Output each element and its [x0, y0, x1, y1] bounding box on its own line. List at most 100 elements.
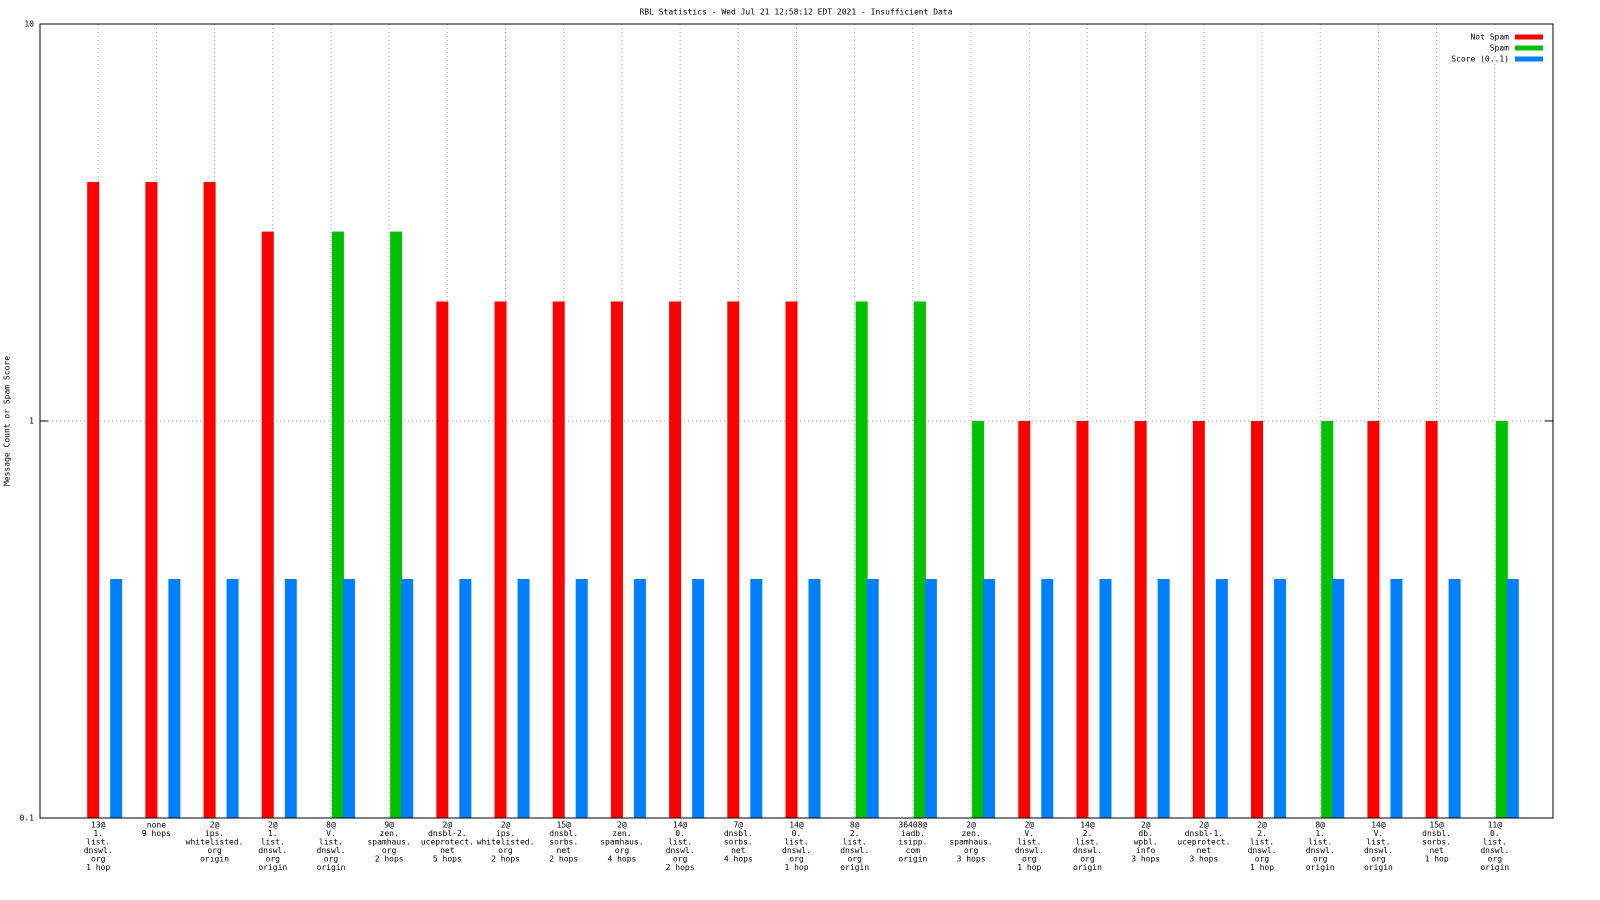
x-tick-label: none — [147, 821, 166, 830]
x-tick-label: dnswl. — [782, 846, 811, 855]
x-tick-label: 4 hops — [607, 855, 636, 864]
x-tick-label: list. — [784, 838, 808, 847]
x-tick-label: dnsbl. — [549, 829, 578, 838]
x-tick-label: org — [673, 855, 688, 864]
bar — [785, 301, 798, 818]
bar — [110, 578, 123, 818]
x-tick-label: origin — [1306, 863, 1335, 872]
x-tick-label: 2@ — [1257, 821, 1267, 830]
x-tick-label: 2@ — [443, 821, 453, 830]
x-tick-label: ips. — [496, 829, 515, 838]
bar — [552, 301, 565, 818]
x-tick-label: org — [324, 855, 339, 864]
x-tick-label: origin — [1073, 863, 1102, 872]
x-tick-label: origin — [898, 855, 927, 864]
bar — [1448, 578, 1461, 818]
bar — [331, 231, 344, 818]
x-tick-label: origin — [258, 863, 287, 872]
x-tick-label: dnsbl-1. — [1185, 829, 1224, 838]
x-tick-label: dnsbl. — [1422, 829, 1451, 838]
x-tick-label: wpbl. — [1134, 838, 1158, 847]
x-tick-label: net — [440, 846, 455, 855]
x-tick-label: org — [91, 855, 106, 864]
x-tick-label: 8@ — [326, 821, 336, 830]
x-tick-label: 1 hop — [1017, 863, 1041, 872]
x-tick-label: org — [1022, 855, 1037, 864]
bar — [866, 578, 879, 818]
x-tick-label: 13@ — [91, 821, 106, 830]
y-tick-label: 0.1 — [20, 814, 35, 823]
x-tick-label: 1 hop — [1250, 863, 1274, 872]
bar — [226, 578, 239, 818]
bar — [1321, 421, 1334, 818]
x-tick-label: dnswl. — [840, 846, 869, 855]
x-tick-label: 36408@ — [898, 821, 927, 830]
x-tick-label: origin — [1480, 863, 1509, 872]
x-tick-label: list. — [1366, 838, 1390, 847]
x-tick-label: org — [1313, 855, 1328, 864]
bar — [87, 181, 100, 818]
x-tick-label: 9@ — [384, 821, 394, 830]
x-tick-label: dnswl. — [317, 846, 346, 855]
x-tick-label: 2@ — [210, 821, 220, 830]
bar — [1215, 578, 1228, 818]
x-tick-label: 14@ — [789, 821, 804, 830]
x-tick-label: dnswl. — [1073, 846, 1102, 855]
bar — [1425, 421, 1438, 818]
x-tick-label: 1. — [1315, 829, 1325, 838]
x-tick-label: list. — [668, 838, 692, 847]
bar — [1390, 578, 1403, 818]
bar — [261, 231, 274, 818]
x-tick-label: sorbs. — [724, 838, 753, 847]
x-tick-label: 0. — [675, 829, 685, 838]
x-tick-label: sorbs. — [549, 838, 578, 847]
bar — [390, 231, 403, 818]
x-tick-label: com — [906, 846, 921, 855]
x-tick-label: org — [615, 846, 630, 855]
bar — [1495, 421, 1508, 818]
x-tick-label: 2. — [850, 829, 860, 838]
bar — [750, 578, 763, 818]
bar — [1099, 578, 1112, 818]
bar — [342, 578, 355, 818]
x-tick-label: list. — [319, 838, 343, 847]
y-axis-label: Message Count or Spam Score — [3, 356, 12, 486]
x-tick-label: 3 hops — [1131, 855, 1160, 864]
x-tick-label: 1 hop — [1425, 855, 1449, 864]
bar — [1332, 578, 1345, 818]
legend-label: Score (0..1) — [1451, 55, 1509, 64]
bar — [808, 578, 821, 818]
bar — [284, 578, 297, 818]
x-tick-label: org — [789, 855, 804, 864]
x-tick-label: V. — [1374, 829, 1384, 838]
x-tick-label: sorbs. — [1422, 838, 1451, 847]
x-tick-label: org — [266, 855, 281, 864]
bar — [983, 578, 996, 818]
bar — [459, 578, 472, 818]
x-tick-label: list. — [261, 838, 285, 847]
x-tick-label: list. — [1017, 838, 1041, 847]
x-tick-label: ips. — [205, 829, 224, 838]
x-tick-label: 2 hops — [491, 855, 520, 864]
x-tick-label: list. — [1075, 838, 1099, 847]
x-tick-label: list. — [86, 838, 110, 847]
bar — [401, 578, 414, 818]
chart-title: RBL Statistics - Wed Jul 21 12:58:12 EDT… — [639, 8, 952, 17]
x-tick-label: 4 hops — [724, 855, 753, 864]
legend-swatch — [1515, 56, 1543, 62]
bar — [669, 301, 682, 818]
x-tick-label: net — [1197, 846, 1212, 855]
x-tick-label: dnsbl. — [724, 829, 753, 838]
bar — [1041, 578, 1054, 818]
x-tick-label: 14@ — [673, 821, 688, 830]
x-tick-label: 2 hops — [666, 863, 695, 872]
bar — [1251, 421, 1264, 818]
x-tick-label: 2 hops — [375, 855, 404, 864]
x-tick-label: net — [557, 846, 572, 855]
x-tick-label: zen. — [612, 829, 631, 838]
x-tick-label: origin — [840, 863, 869, 872]
x-tick-label: zen. — [380, 829, 399, 838]
bar — [913, 301, 926, 818]
x-tick-label: dnsbl-2. — [428, 829, 467, 838]
